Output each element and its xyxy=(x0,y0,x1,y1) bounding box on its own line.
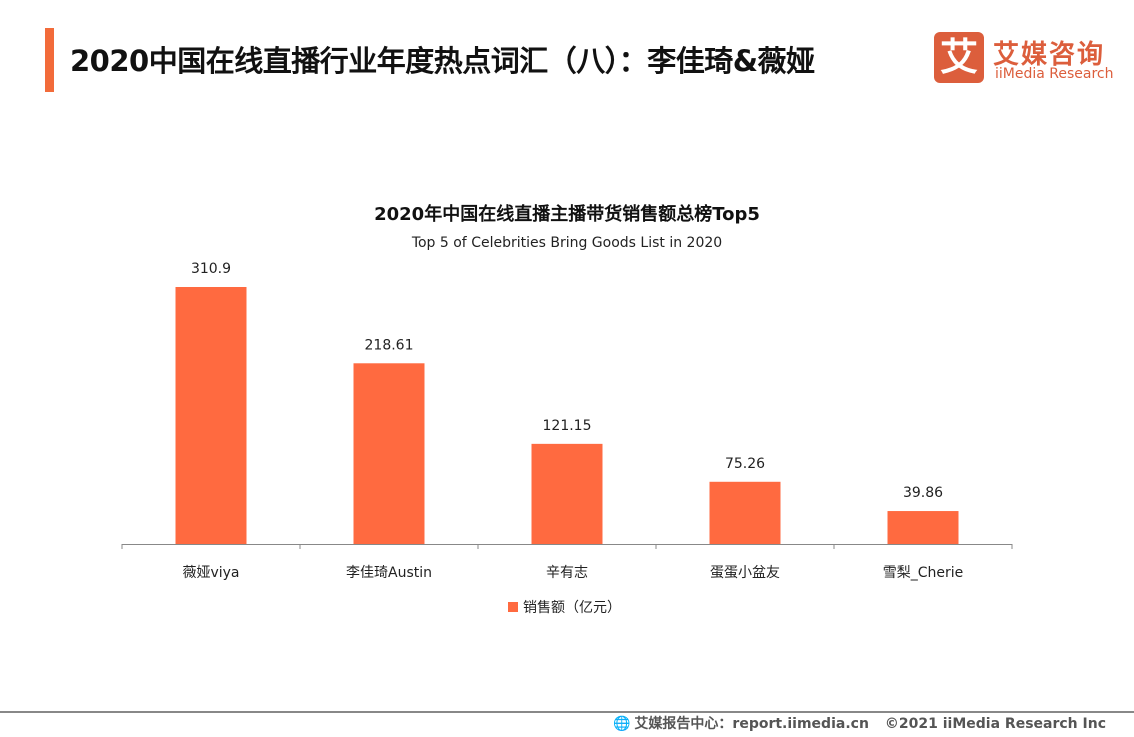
x-tick-label: 辛有志 xyxy=(546,565,588,581)
legend-label: 销售额（亿元） xyxy=(523,600,621,616)
logo-mark: 艾 xyxy=(934,32,984,83)
bar xyxy=(887,511,959,544)
x-tick-label: 薇娅viya xyxy=(182,565,239,581)
legend-swatch xyxy=(508,602,518,612)
x-tick-label: 李佳琦Austin xyxy=(346,565,432,581)
page-title: 2020中国在线直播行业年度热点词汇（八）：李佳琦&薇娅 xyxy=(70,44,815,78)
bar xyxy=(531,443,603,544)
bar xyxy=(709,481,781,544)
data-label: 310.9 xyxy=(191,261,231,277)
chart-title: 2020年中国在线直播主播带货销售额总榜Top5 xyxy=(374,204,760,225)
data-label: 39.86 xyxy=(903,485,943,501)
x-tick-label: 雪梨_Cherie xyxy=(883,565,964,581)
logo-name-cn: 艾媒咨询 xyxy=(993,40,1106,70)
footer-source: 艾媒报告中心：report.iimedia.cn xyxy=(634,716,869,732)
title-accent-bar xyxy=(45,28,54,92)
x-tick-label: 蛋蛋小盆友 xyxy=(710,565,780,581)
footer: 🌐 艾媒报告中心：report.iimedia.cn ©2021 iiMedia R… xyxy=(603,713,1106,733)
data-label: 218.61 xyxy=(365,337,414,353)
logo-name-en: iiMedia Research xyxy=(995,66,1114,82)
footer-copyright: ©2021 iiMedia Research Inc xyxy=(884,716,1106,732)
data-label: 121.15 xyxy=(543,418,592,434)
globe-cursor-icon: 🌐 xyxy=(612,716,631,732)
data-label: 75.26 xyxy=(725,456,765,472)
footer-divider xyxy=(0,711,1134,713)
chart-subtitle: Top 5 of Celebrities Bring Goods List in… xyxy=(411,235,723,251)
bar xyxy=(175,287,247,544)
bar xyxy=(353,363,425,544)
